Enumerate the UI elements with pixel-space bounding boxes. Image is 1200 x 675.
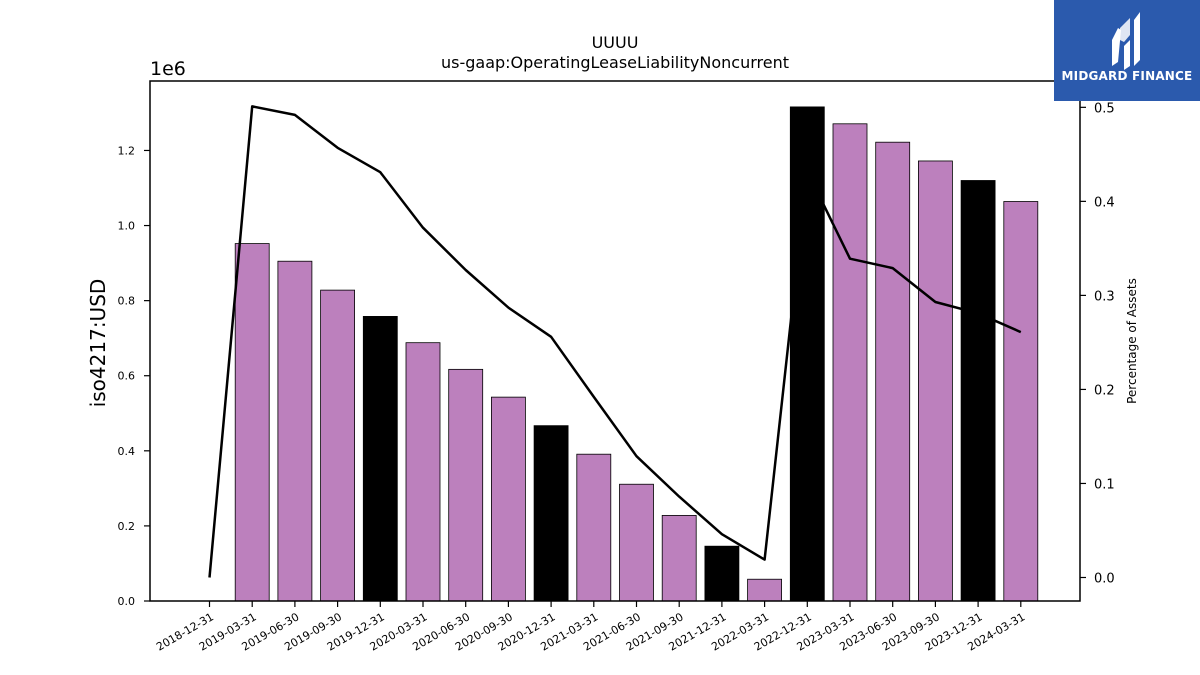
y2-tick-label: 0.4 [1094,195,1115,210]
y-tick-label: 1.2 [118,144,136,157]
y2-axis: 0.0 0.1 0.2 0.3 0.4 0.5 [1080,101,1115,586]
midgard-finance-logo: MIDGARD FINANCE [1054,0,1200,101]
y-tick-label: 1.0 [118,220,136,233]
y-tick-label: 0.4 [118,445,136,458]
y2-tick-label: 0.5 [1094,101,1115,116]
y2-tick-label: 0.0 [1094,571,1115,586]
y-tick-label: 0.2 [118,520,136,533]
logo-mark-icon [1112,12,1140,70]
logo-text: MIDGARD FINANCE [1061,69,1193,83]
bar-2019-09-30 [320,289,356,602]
bar-2020-09-30 [490,396,526,602]
bar-2023-03-31 [832,123,868,602]
bar-2019-12-31 [362,316,398,602]
bar-2019-03-31 [234,243,270,602]
bar-2022-12-31 [789,106,825,602]
y-tick-label: 0.8 [118,295,136,308]
percentage-line [208,105,1022,578]
y-offset-label: 1e6 [150,58,186,80]
bars-group [234,106,1039,602]
chart-title: UUUU [592,33,639,52]
y-tick-label: 0.0 [118,595,136,608]
bar-2020-03-31 [405,342,441,602]
x-axis: 2018-12-312019-03-312019-06-302019-09-30… [154,601,1027,654]
bar-2023-06-30 [875,141,911,602]
y2-axis-label: Percentage of Assets [1125,278,1139,404]
bar-2021-03-31 [576,453,612,602]
y2-tick-label: 0.3 [1094,289,1115,304]
bar-2023-12-31 [960,180,996,602]
bar-2019-06-30 [277,260,313,602]
y2-tick-label: 0.2 [1094,383,1115,398]
bar-2020-12-31 [533,425,569,602]
y-tick-label: 0.6 [118,370,136,383]
y-axis-label: iso4217:USD [86,279,110,408]
bar-2022-03-31 [747,578,782,602]
plot-frame [149,80,1081,602]
bar-2024-03-31 [1003,201,1039,602]
bar-2021-09-30 [661,514,697,602]
chart-subtitle: us-gaap:OperatingLeaseLiabilityNoncurren… [441,53,789,72]
bar-2021-06-30 [619,483,654,602]
bar-2021-12-31 [704,545,740,602]
y-axis: 0.0 0.2 0.4 0.6 0.8 1.0 1.2 [118,144,150,608]
bar-2020-06-30 [448,368,484,602]
line-group [208,105,1022,578]
y2-tick-label: 0.1 [1094,477,1115,492]
bar-2023-09-30 [918,160,953,602]
